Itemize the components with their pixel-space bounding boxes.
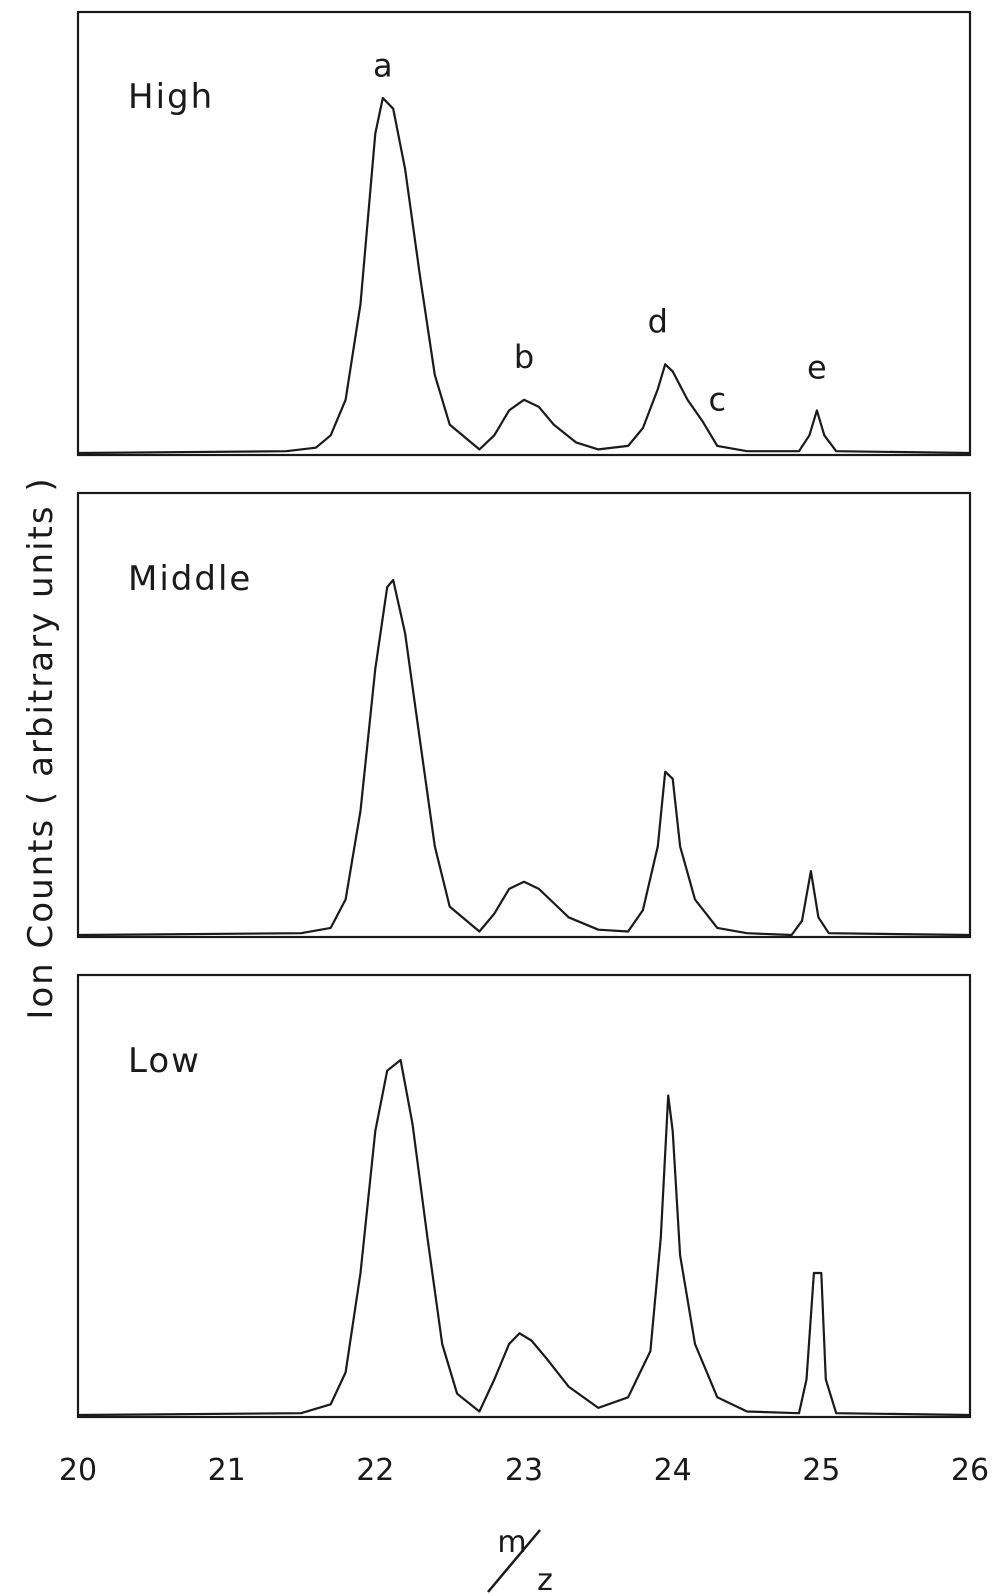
- panel-middle: Middle: [76, 491, 972, 939]
- panels-group: High Middle Low: [76, 10, 972, 1419]
- series-line-high: [77, 96, 971, 455]
- x-tick-label: 21: [208, 1453, 246, 1488]
- x-tick-label: 26: [951, 1453, 989, 1488]
- panel-label-middle: Middle: [128, 559, 252, 599]
- y-axis-label: Ion Counts ( arbitrary units ): [21, 476, 61, 1019]
- panel-frame: [76, 491, 972, 939]
- panel-high: High: [76, 10, 972, 457]
- series-line-low: [77, 1058, 971, 1417]
- panel-frame: [76, 973, 972, 1419]
- peak-label-b: b: [514, 338, 534, 376]
- peak-annotations: a b d c e: [373, 47, 827, 419]
- x-tick-label: 25: [802, 1453, 840, 1488]
- panel-label-high: High: [128, 77, 214, 117]
- x-tick-label: 20: [59, 1453, 97, 1488]
- x-axis-label: m z: [487, 1525, 553, 1596]
- x-axis-label-denominator: z: [537, 1563, 553, 1596]
- panel-label-low: Low: [128, 1041, 201, 1081]
- series-line-middle: [77, 578, 971, 937]
- peak-label-e: e: [807, 348, 827, 386]
- panel-frame: [76, 10, 972, 457]
- x-axis-label-numerator: m: [497, 1525, 526, 1560]
- x-tick-labels: 20 21 22 23 24 25 26: [59, 1453, 989, 1488]
- x-tick-label: 22: [356, 1453, 394, 1488]
- peak-label-d: d: [648, 302, 668, 340]
- x-axis-label-slash: [487, 1529, 541, 1593]
- peak-label-c: c: [709, 380, 727, 418]
- panel-low: Low: [76, 973, 972, 1419]
- x-tick-label: 24: [654, 1453, 692, 1488]
- peak-label-a: a: [373, 47, 393, 85]
- x-tick-label: 23: [505, 1453, 543, 1488]
